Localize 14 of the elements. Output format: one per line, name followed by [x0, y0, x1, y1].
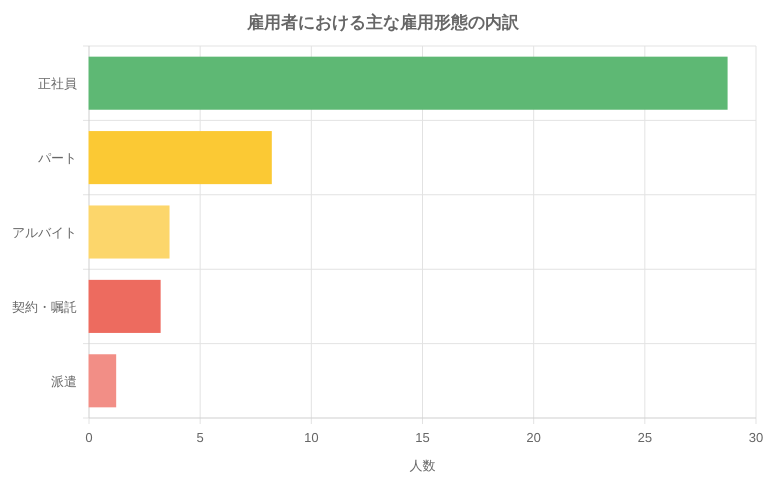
chart-title: 雇用者における主な雇用形態の内訳 — [246, 13, 520, 32]
x-tick-label: 30 — [748, 430, 764, 445]
y-tick-label: 派遣 — [51, 374, 77, 389]
y-tick-label: 契約・嘱託 — [12, 299, 77, 314]
x-tick-label: 25 — [638, 430, 652, 445]
x-axis-title: 人数 — [410, 458, 436, 473]
y-tick-label: パート — [37, 150, 77, 166]
x-tick-label: 5 — [196, 430, 204, 445]
x-tick-label: 10 — [304, 430, 319, 445]
x-tick-label: 15 — [415, 430, 430, 445]
y-tick-label: 正社員 — [38, 76, 77, 92]
x-tick-label: 0 — [85, 430, 93, 445]
x-tick-label: 20 — [526, 430, 541, 445]
y-tick-label: アルバイト — [12, 225, 77, 240]
